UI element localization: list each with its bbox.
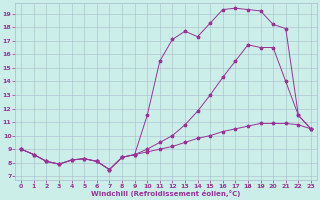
- X-axis label: Windchill (Refroidissement éolien,°C): Windchill (Refroidissement éolien,°C): [92, 190, 241, 197]
